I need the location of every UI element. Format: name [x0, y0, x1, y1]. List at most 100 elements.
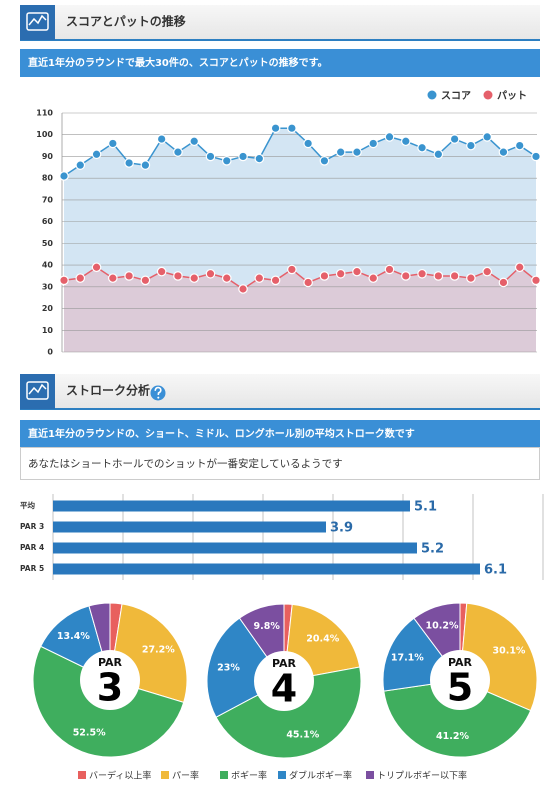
data-point: [140, 275, 151, 286]
center-label: PAR: [272, 657, 297, 670]
data-point: [466, 273, 476, 283]
y-tick-label: 平均: [20, 500, 35, 510]
data-point: [400, 136, 411, 147]
value-label: 5.1: [414, 500, 437, 515]
bar: [53, 542, 417, 554]
data-point: [221, 156, 232, 166]
y-tick-label: 90: [42, 152, 54, 161]
legend-marker: [366, 771, 374, 779]
center-label: PAR: [448, 656, 473, 669]
data-point: [384, 264, 395, 275]
data-point: [449, 271, 460, 281]
y-tick-label: 80: [42, 174, 54, 183]
data-point: [417, 268, 427, 279]
pie-slice: [206, 617, 285, 718]
data-point: [59, 275, 69, 286]
data-point: [205, 268, 216, 279]
section-title: ストローク分析: [66, 383, 150, 398]
pie-slice: [383, 679, 532, 758]
data-point: [75, 273, 86, 283]
data-point: [254, 273, 265, 283]
data-point: [482, 266, 492, 277]
data-point: [514, 140, 525, 151]
legend-label: バーディ以上率: [89, 770, 151, 782]
data-point: [482, 132, 492, 142]
legend-label: トリプルボギー以下率: [377, 770, 467, 782]
data-point: [108, 273, 118, 283]
data-point: [59, 171, 69, 181]
data-point: [189, 136, 200, 147]
data-point: [205, 151, 216, 162]
legend-marker: [220, 771, 228, 779]
section-title: スコアとパットの推移: [66, 14, 186, 29]
legend-label: パット: [497, 90, 527, 102]
legend-marker: [278, 771, 286, 779]
donut-hole: [80, 650, 140, 710]
bar: [53, 500, 410, 512]
help-glyph[interactable]: [154, 386, 162, 396]
data-point: [238, 151, 248, 162]
data-point: [173, 147, 183, 157]
banner-text: 直近1年分のラウンドで最大30件の、スコアとパットの推移です。: [28, 56, 328, 69]
message-box: [20, 447, 540, 480]
y-tick-label: 20: [42, 304, 54, 313]
data-point: [531, 275, 541, 286]
message-text: あなたはショートホールでのショットが一番安定しているようです: [28, 457, 343, 470]
icon-frame: [26, 381, 49, 400]
value-label: 10.2%: [426, 620, 459, 631]
pie-slice: [215, 666, 362, 759]
banner-text: 直近1年分のラウンドの、ショート、ミドル、ロングホール別の平均ストローク数です: [28, 427, 415, 440]
value-label: 23%: [217, 662, 240, 673]
value-label: 20.4%: [306, 634, 339, 645]
value-label: 17.1%: [391, 653, 424, 664]
data-point: [287, 264, 297, 275]
header-rule: [20, 39, 540, 41]
y-tick-label: 40: [42, 261, 54, 270]
legend-marker: [427, 90, 437, 100]
banner: [20, 49, 540, 77]
help-icon[interactable]: [150, 385, 166, 401]
value-label: 27.2%: [142, 644, 175, 655]
center-value: 3: [97, 666, 123, 710]
data-point: [124, 271, 134, 281]
help-dot[interactable]: [157, 396, 160, 399]
data-point: [433, 271, 444, 281]
data-point: [287, 123, 297, 134]
bar: [53, 521, 326, 533]
data-point: [189, 273, 200, 283]
section-header: [20, 5, 540, 40]
header-rule: [20, 408, 540, 410]
data-point: [514, 262, 525, 273]
center-label: PAR: [98, 656, 123, 669]
banner: [20, 420, 540, 447]
data-point: [417, 142, 427, 153]
icon-frame: [26, 12, 49, 31]
data-point: [91, 149, 102, 160]
icon-line: [28, 383, 47, 395]
data-point: [75, 160, 86, 170]
legend-marker: [78, 771, 86, 779]
center-value: 5: [447, 666, 473, 710]
y-tick-label: 30: [42, 282, 54, 291]
data-point: [433, 149, 444, 160]
bar: [53, 563, 480, 575]
y-tick-label: 50: [42, 239, 54, 248]
data-point: [335, 147, 346, 157]
center-value: 4: [271, 667, 297, 711]
value-label: 52.5%: [73, 728, 106, 739]
data-point: [156, 266, 167, 277]
data-point: [238, 284, 248, 294]
y-tick-label: 70: [42, 195, 54, 204]
value-label: 41.2%: [436, 731, 469, 742]
data-point: [270, 275, 281, 286]
donut-hole: [254, 651, 314, 711]
data-point: [173, 271, 183, 281]
section-header: [20, 374, 540, 409]
legend-marker: [161, 771, 169, 779]
value-label: 30.1%: [492, 645, 525, 656]
data-point: [498, 147, 509, 157]
legend-label: ボギー率: [231, 770, 267, 782]
legend-label: ダブルボギー率: [289, 770, 352, 782]
